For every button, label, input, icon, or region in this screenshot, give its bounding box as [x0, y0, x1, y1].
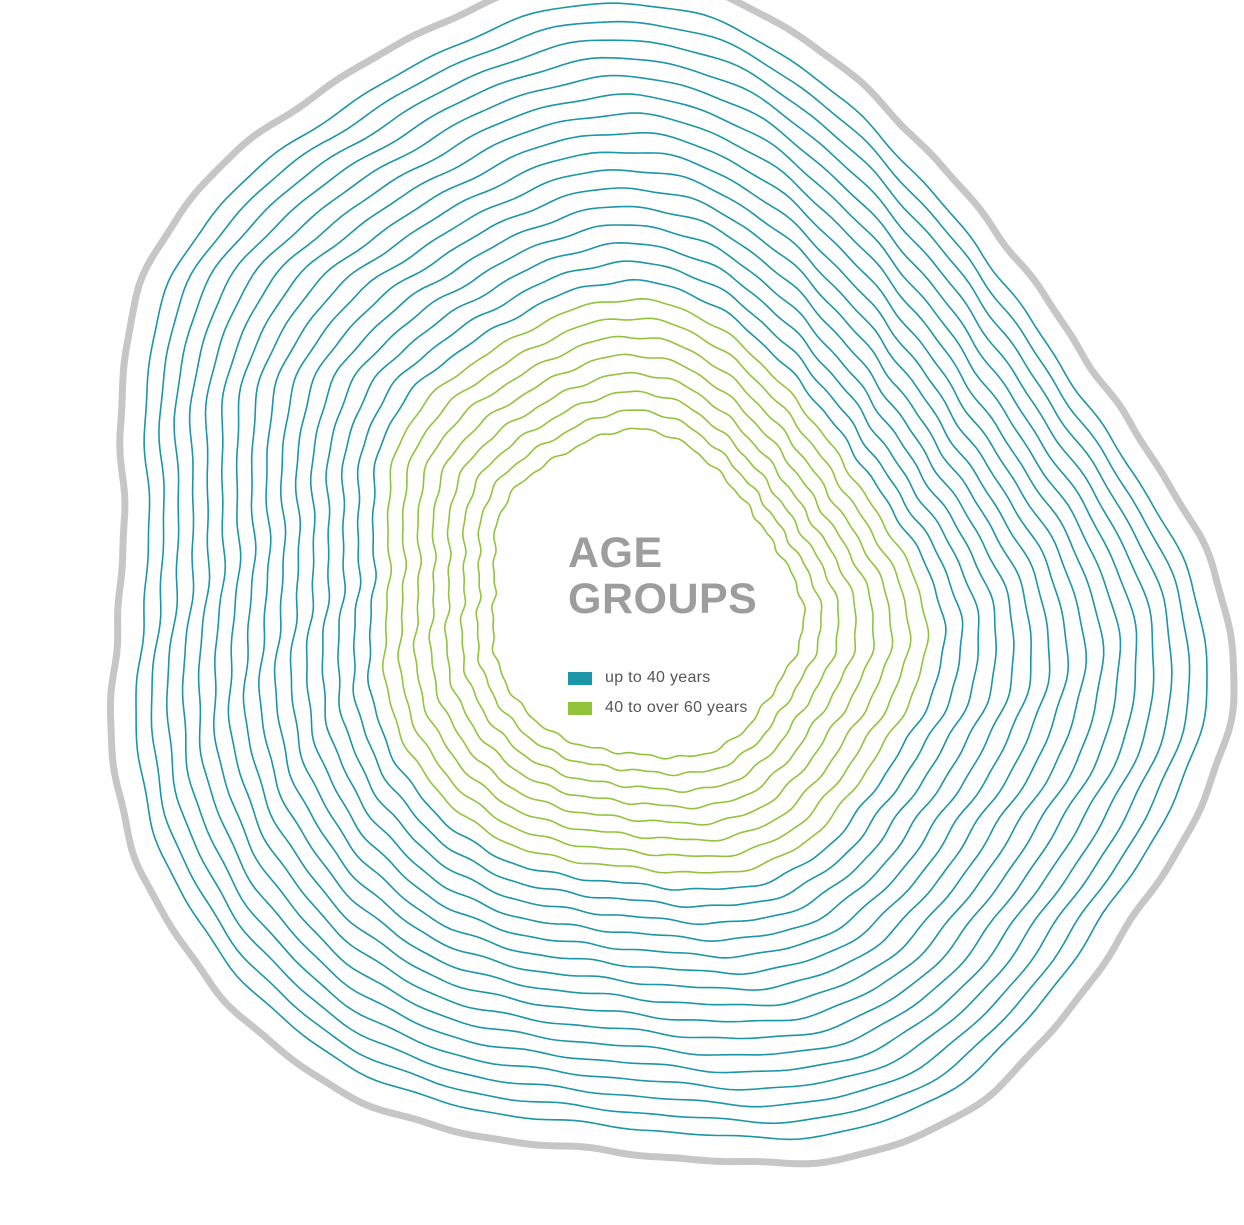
legend-label: 40 to over 60 years	[605, 699, 748, 716]
ring-up-to-40-16	[135, 2, 1208, 1141]
legend-swatch-teal	[568, 671, 592, 685]
ring-up-to-40-7	[273, 169, 1051, 991]
legend-swatch-green	[568, 701, 592, 715]
legend-item-up-to-40: up to 40 years	[568, 666, 757, 690]
ring-up-to-40-9	[242, 132, 1088, 1023]
ring-40-to-over-60-4	[443, 371, 857, 810]
ring-up-to-40-15	[150, 20, 1191, 1125]
ring-40-to-over-60-3	[459, 390, 840, 794]
ring-up-to-40-5	[305, 205, 1015, 959]
bark-outline	[106, 0, 1238, 1168]
ring-up-to-40-4	[321, 224, 998, 942]
center-legend-block: AGE GROUPS up to 40 years 40 to over 60 …	[568, 530, 757, 726]
ring-up-to-40-14	[165, 39, 1173, 1108]
ring-40-to-over-60-8	[381, 297, 930, 874]
ring-up-to-40-8	[257, 151, 1070, 1007]
ring-up-to-40-13	[181, 56, 1155, 1091]
ring-up-to-40-1	[366, 278, 947, 891]
ring-up-to-40-6	[289, 187, 1032, 976]
chart-title-line-2: GROUPS	[568, 575, 758, 623]
legend-label: up to 40 years	[605, 669, 711, 686]
ring-40-to-over-60-7	[397, 317, 912, 858]
legend-item-40-to-over-60: 40 to over 60 years	[568, 696, 757, 720]
chart-title-line-1: AGE	[568, 529, 663, 577]
legend: up to 40 years 40 to over 60 years	[568, 666, 757, 720]
ring-up-to-40-10	[227, 112, 1105, 1040]
ring-40-to-over-60-6	[412, 335, 894, 842]
chart-title: AGE GROUPS	[568, 530, 757, 622]
ring-40-to-over-60-1	[490, 427, 806, 760]
ring-up-to-40-11	[212, 93, 1122, 1056]
ring-40-to-over-60-5	[428, 353, 875, 826]
ring-up-to-40-12	[197, 74, 1138, 1074]
ring-up-to-40-2	[352, 260, 964, 909]
ring-40-to-over-60-2	[475, 409, 823, 777]
ring-up-to-40-3	[337, 241, 980, 926]
